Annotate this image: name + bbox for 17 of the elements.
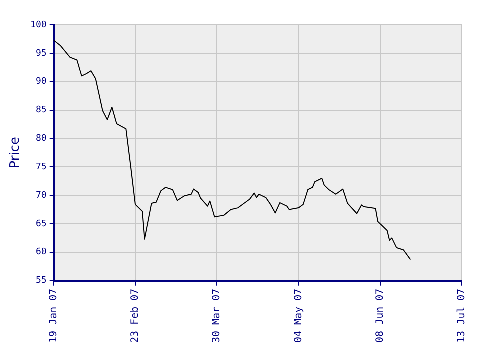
- y-tick-label: 95: [36, 48, 47, 59]
- x-tick-label: 19 Jan 07: [48, 288, 60, 344]
- x-tick-label: 30 Mar 07: [212, 288, 223, 344]
- y-tick-label: 80: [36, 134, 47, 144]
- y-tick-label: 75: [36, 162, 47, 172]
- y-tick-label: 85: [36, 106, 47, 116]
- y-axis-title: Price: [8, 137, 24, 169]
- y-tick-label: 55: [36, 276, 47, 286]
- x-tick-label: 23 Feb 07: [130, 288, 142, 344]
- y-tick-label: 60: [36, 248, 47, 258]
- x-tick-label: 13 Jul 07: [456, 288, 468, 344]
- x-tick-label: 08 Jun 07: [374, 288, 386, 344]
- y-tick-label: 70: [36, 190, 47, 201]
- y-tick-label: 100: [30, 20, 47, 30]
- x-tick-label: 04 May 07: [293, 288, 304, 344]
- y-tick-label: 90: [36, 77, 47, 88]
- y-tick-label: 65: [36, 219, 47, 230]
